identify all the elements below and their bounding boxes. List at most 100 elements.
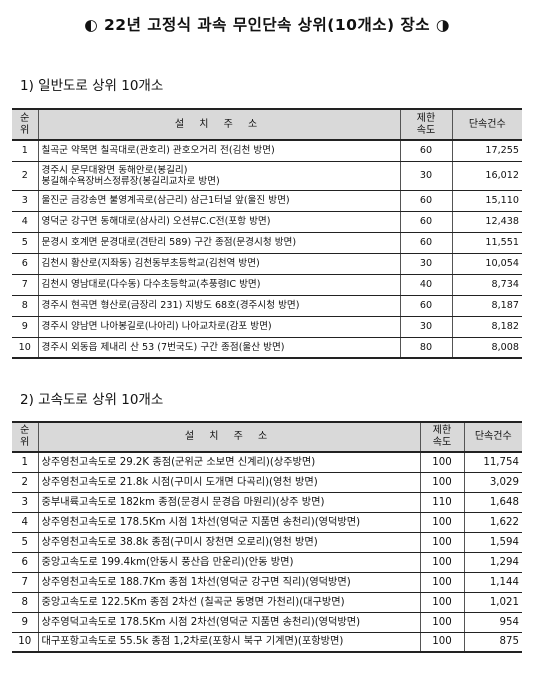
address-line: 김천시 황산로(지좌동) 김천동부초등학교(김천역 방면) (41, 258, 260, 269)
address-cell: 상주영천고속도로 188.7Km 종점 1차선(영덕군 강구면 직리)(영덕방면… (37, 571, 421, 593)
rank-cell: 3 (12, 189, 39, 212)
rank-cell: 6 (12, 252, 39, 275)
section-1-title: 1) 일반도로 상위 10개소 (20, 78, 164, 94)
speed-limit-cell: 100 (419, 591, 465, 613)
speed-limit-cell: 60 (399, 139, 453, 162)
table-row: 3 중부내륙고속도로 182km 종점(문경시 문경읍 마원리)(상주 방면) 11… (12, 491, 522, 513)
table-row: 9 상주영덕고속도로 178.5Km 시점 2차선(영덕군 지품면 송천리)(영덕… (12, 611, 522, 633)
table-row: 2 경주시 문무대왕면 동해안로(봉길리) 봉길해수욕장버스정류장(봉길리교차로 방… (12, 160, 522, 191)
rank-cell: 2 (12, 471, 39, 493)
table-row: 4 상주영천고속도로 178.5Km 시점 1차선(영덕군 지품면 송천리)(영덕… (12, 511, 522, 533)
rank-cell: 4 (12, 511, 39, 533)
rank-cell: 6 (12, 551, 39, 573)
rank-cell: 1 (12, 451, 39, 473)
rank-cell: 7 (12, 273, 39, 296)
address-cell: 상주영천고속도로 178.5Km 시점 1차선(영덕군 지품면 송천리)(영덕방… (37, 511, 421, 533)
rank-cell: 9 (12, 611, 39, 633)
rank-cell: 5 (12, 531, 39, 553)
address-cell: 울진군 금강송면 불영계곡로(삼근리) 삼근1터널 앞(울진 방면) (37, 189, 401, 212)
rank-cell: 5 (12, 231, 39, 254)
speed-limit-cell: 100 (419, 571, 465, 593)
header-address: 설 치 주 소 (37, 421, 421, 453)
table-header-row: 순위 설 치 주 소 제한속도 단속건수 (12, 108, 522, 141)
address-line: 중앙고속도로 199.4km(안동시 풍산읍 만운리)(안동 방면) (41, 556, 294, 568)
count-cell: 1,144 (463, 571, 522, 593)
address-cell: 중앙고속도로 199.4km(안동시 풍산읍 만운리)(안동 방면) (37, 551, 421, 573)
speed-limit-cell: 100 (419, 451, 465, 473)
table-row: 7 상주영천고속도로 188.7Km 종점 1차선(영덕군 강구면 직리)(영덕방… (12, 571, 522, 593)
count-cell: 3,029 (463, 471, 522, 493)
table-header-row: 순위 설 치 주 소 제한속도 단속건수 (12, 421, 522, 453)
count-cell: 16,012 (451, 160, 522, 191)
address-cell: 칠곡군 약목면 칠곡대로(관호리) 관호오거리 전(김천 방면) (37, 139, 401, 162)
count-cell: 12,438 (451, 210, 522, 233)
address-cell: 중앙고속도로 122.5Km 종점 2차선 (칠곡군 동명면 가천리)(대구방면… (37, 591, 421, 613)
table-row: 5 상주영천고속도로 38.8k 종점(구미시 장천면 오로리)(영천 방면) 10… (12, 531, 522, 553)
address-line-2: 봉길해수욕장버스정류장(봉길리교차로 방면) (41, 175, 220, 187)
speed-limit-cell: 60 (399, 231, 453, 254)
count-cell: 15,110 (451, 189, 522, 212)
speed-limit-cell: 100 (419, 611, 465, 633)
address-cell: 문경시 호계면 문경대로(견탄리 589) 구간 종점(문경시청 방면) (37, 231, 401, 254)
address-line: 대구포항고속도로 55.5k 종점 1,2차로(포항시 북구 기계면)(포항방면… (41, 636, 344, 648)
address-cell: 중부내륙고속도로 182km 종점(문경시 문경읍 마원리)(상주 방면) (37, 491, 421, 513)
speed-limit-cell: 100 (419, 511, 465, 533)
address-line: 울진군 금강송면 불영계곡로(삼근리) 삼근1터널 앞(울진 방면) (41, 195, 290, 206)
address-line: 상주영천고속도로 178.5Km 시점 1차선(영덕군 지품면 송천리)(영덕방… (41, 516, 361, 528)
general-road-table: 순위 설 치 주 소 제한속도 단속건수 1 칠곡군 약목면 칠곡대로(관호리) … (12, 108, 522, 359)
address-line: 경주시 현곡면 형산로(금장리 231) 지방도 68호(경주시청 방면) (41, 300, 300, 311)
address-line: 문경시 호계면 문경대로(견탄리 589) 구간 종점(문경시청 방면) (41, 237, 297, 248)
address-line: 상주영천고속도로 29.2K 종점(군위군 소보면 신계리)(상주방면) (41, 456, 316, 468)
speed-limit-cell: 100 (419, 471, 465, 493)
address-cell: 경주시 현곡면 형산로(금장리 231) 지방도 68호(경주시청 방면) (37, 294, 401, 317)
count-cell: 10,054 (451, 252, 522, 275)
speed-limit-cell: 30 (399, 252, 453, 275)
rank-cell: 9 (12, 315, 39, 338)
speed-limit-cell: 100 (419, 631, 465, 653)
count-cell: 8,008 (451, 336, 522, 359)
count-cell: 1,622 (463, 511, 522, 533)
table-row: 2 상주영천고속도로 21.8k 시점(구미시 도개면 다곡리)(영천 방면) 10… (12, 471, 522, 493)
document-title: ◐ 22년 고정식 과속 무인단속 상위(10개소) 장소 ◑ (84, 16, 450, 34)
count-cell: 17,255 (451, 139, 522, 162)
rank-cell: 3 (12, 491, 39, 513)
address-cell: 경주시 문무대왕면 동해안로(봉길리) 봉길해수욕장버스정류장(봉길리교차로 방면… (37, 160, 401, 191)
rank-cell: 7 (12, 571, 39, 593)
table-row: 6 중앙고속도로 199.4km(안동시 풍산읍 만운리)(안동 방면) 100 1,… (12, 551, 522, 573)
count-cell: 8,734 (451, 273, 522, 296)
address-cell: 대구포항고속도로 55.5k 종점 1,2차로(포항시 북구 기계면)(포항방면… (37, 631, 421, 653)
speed-limit-cell: 60 (399, 189, 453, 212)
address-line: 경주시 외동읍 제내리 산 53 (7번국도) 구간 종점(울산 방면) (41, 341, 285, 353)
speed-limit-cell: 30 (399, 315, 453, 338)
speed-limit-cell: 60 (399, 210, 453, 233)
address-cell: 영덕군 강구면 동해대로(삼사리) 오션뷰C.C전(포항 방면) (37, 210, 401, 233)
rank-cell: 8 (12, 294, 39, 317)
table-row: 8 경주시 현곡면 형산로(금장리 231) 지방도 68호(경주시청 방면) 60… (12, 294, 522, 317)
speed-limit-cell: 40 (399, 273, 453, 296)
address-line: 상주영천고속도로 21.8k 시점(구미시 도개면 다곡리)(영천 방면) (41, 476, 318, 488)
address-cell: 김천시 영남대로(다수동) 다수초등학교(추풍령IC 방면) (37, 273, 401, 296)
address-line: 경주시 양남면 나아봉길로(나아리) 나아교차로(감포 방면) (41, 321, 272, 332)
speed-limit-cell: 100 (419, 531, 465, 553)
table-row: 8 중앙고속도로 122.5Km 종점 2차선 (칠곡군 동명면 가천리)(대구방… (12, 591, 522, 613)
address-cell: 상주영천고속도로 29.2K 종점(군위군 소보면 신계리)(상주방면) (37, 451, 421, 473)
count-cell: 1,294 (463, 551, 522, 573)
address-cell: 상주영천고속도로 38.8k 종점(구미시 장천면 오로리)(영천 방면) (37, 531, 421, 553)
header-address: 설 치 주 소 (37, 108, 401, 141)
address-line: 중앙고속도로 122.5Km 종점 2차선 (칠곡군 동명면 가천리)(대구방면… (41, 596, 345, 608)
address-line: 경주시 문무대왕면 동해안로(봉길리) (41, 164, 188, 176)
count-cell: 8,182 (451, 315, 522, 338)
header-speed-limit: 제한속도 (419, 421, 465, 453)
address-line: 중부내륙고속도로 182km 종점(문경시 문경읍 마원리)(상주 방면) (41, 496, 325, 508)
count-cell: 1,021 (463, 591, 522, 613)
count-cell: 1,648 (463, 491, 522, 513)
rank-cell: 2 (12, 160, 39, 191)
count-cell: 11,551 (451, 231, 522, 254)
table-row: 7 김천시 영남대로(다수동) 다수초등학교(추풍령IC 방면) 40 8,734 (12, 273, 522, 296)
header-speed-limit: 제한속도 (399, 108, 453, 141)
count-cell: 954 (463, 611, 522, 633)
header-rank: 순위 (12, 108, 39, 141)
speed-limit-cell: 100 (419, 551, 465, 573)
table-row: 1 상주영천고속도로 29.2K 종점(군위군 소보면 신계리)(상주방면) 100… (12, 451, 522, 473)
